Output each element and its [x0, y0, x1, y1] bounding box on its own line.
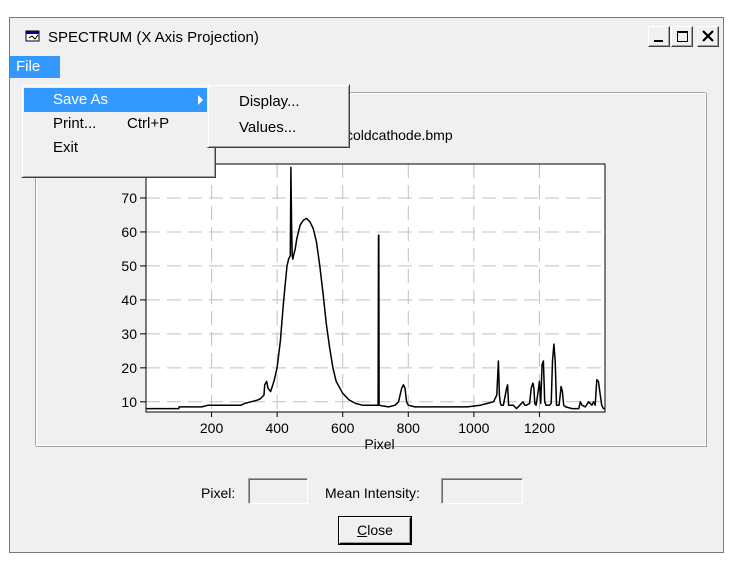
y-tick-label: 20 [121, 360, 137, 376]
submenu-arrow-icon [198, 95, 203, 105]
exit-label: Exit [53, 139, 79, 156]
maximize-icon [677, 31, 688, 42]
x-tick-label: 400 [265, 420, 289, 436]
plot-area [146, 164, 605, 412]
menu-item-save-as[interactable]: Save As [24, 88, 211, 112]
print-label: Print... [53, 115, 97, 132]
pixel-label: Pixel: [201, 485, 236, 501]
file-menu-dropdown: Save As Print... Ctrl+P Exit [21, 84, 216, 178]
plot-border [145, 163, 606, 413]
menu-bar: File [10, 56, 723, 78]
pixel-field[interactable] [248, 478, 308, 504]
close-button-label: Close [357, 522, 393, 538]
minimize-icon [654, 40, 663, 42]
mean-intensity-label: Mean Intensity: [325, 485, 420, 501]
x-axis-label: Pixel [364, 436, 394, 452]
x-tick-label: 1200 [524, 420, 555, 436]
menu-file[interactable]: File [10, 56, 60, 78]
close-button[interactable]: Close [338, 516, 412, 545]
close-window-button[interactable] [697, 26, 719, 47]
y-tick-label: 30 [121, 326, 137, 342]
minimize-button[interactable] [648, 26, 670, 47]
x-tick-label: 1000 [458, 420, 489, 436]
menu-item-save-values[interactable]: Values... [239, 116, 296, 140]
window-app-icon [25, 30, 40, 42]
menu-item-exit[interactable]: Exit [53, 136, 78, 160]
display-label: Display... [239, 93, 300, 110]
spectrum-series-line [146, 166, 605, 410]
title-bar[interactable]: SPECTRUM (X Axis Projection) [10, 18, 723, 56]
maximize-button[interactable] [671, 26, 693, 47]
x-tick-label: 600 [331, 420, 355, 436]
print-shortcut: Ctrl+P [127, 115, 170, 132]
save-as-label: Save As [53, 91, 109, 108]
mean-intensity-field[interactable] [441, 478, 523, 504]
window-title: SPECTRUM (X Axis Projection) [48, 29, 259, 46]
chart-title: coldcathode.bmp [346, 127, 453, 143]
x-tick-label: 800 [397, 420, 421, 436]
values-label: Values... [239, 119, 297, 136]
x-tick-label: 200 [200, 420, 224, 436]
save-as-submenu: Display... Values... [207, 84, 350, 148]
y-tick-label: 50 [121, 258, 137, 274]
y-tick-label: 60 [121, 224, 137, 240]
menu-item-print[interactable]: Print... [53, 112, 96, 136]
y-tick-label: 10 [121, 394, 137, 410]
y-tick-label: 70 [121, 190, 137, 206]
chart-frame [35, 92, 706, 446]
menu-item-save-display[interactable]: Display... [239, 90, 300, 114]
close-icon [702, 30, 714, 42]
y-tick-label: 40 [121, 292, 137, 308]
